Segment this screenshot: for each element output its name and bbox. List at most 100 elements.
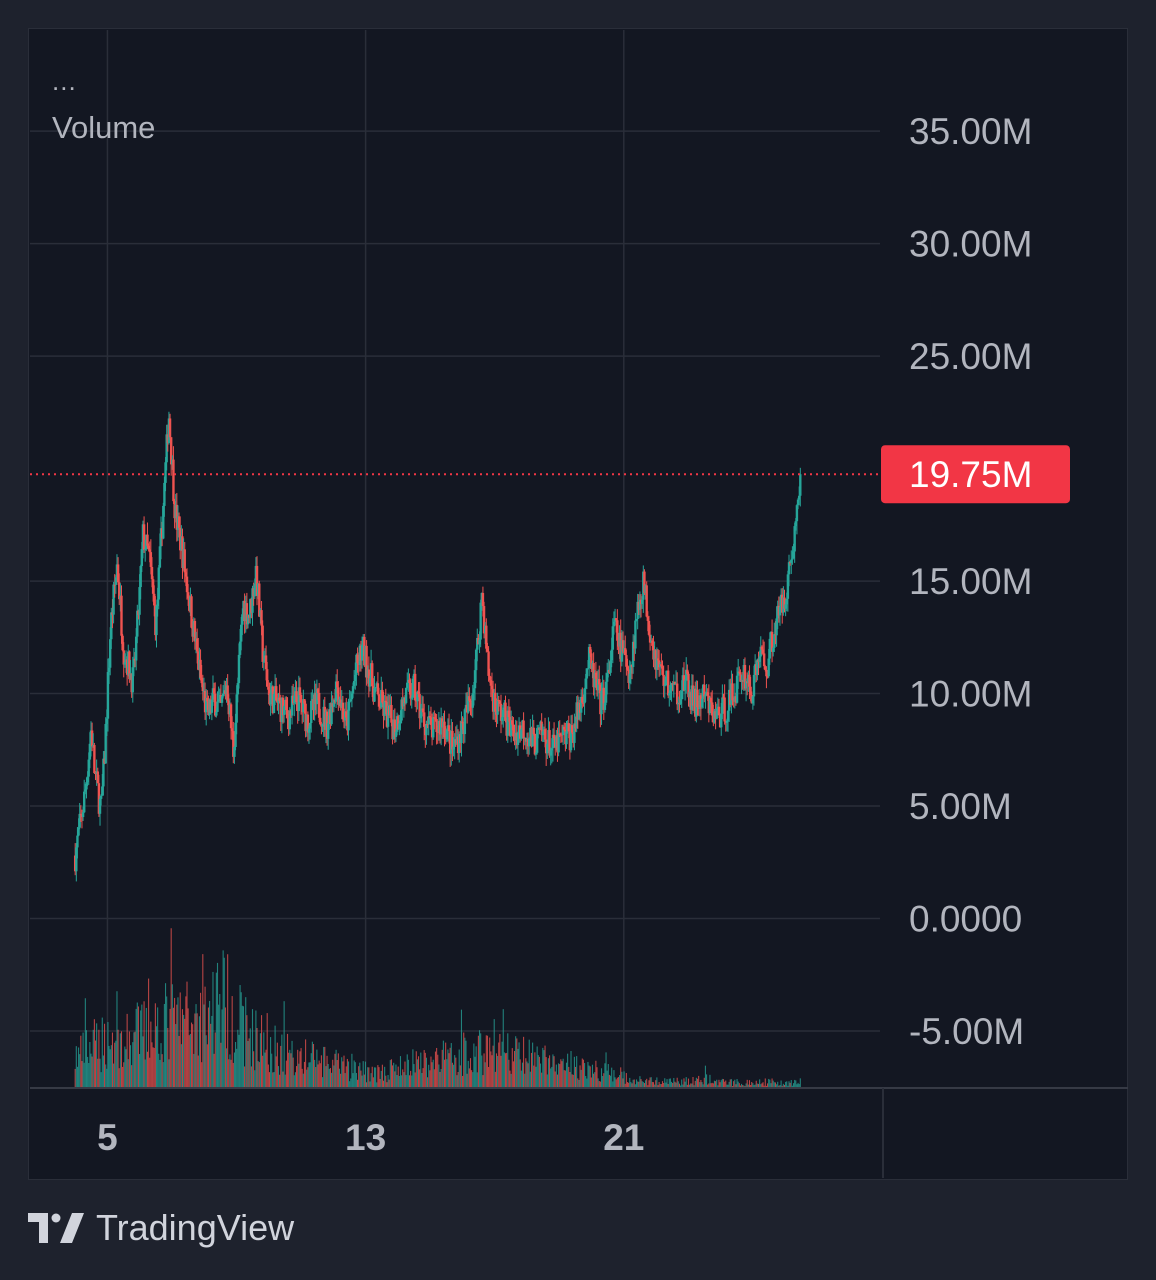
y-tick-label: 10.00M — [909, 674, 1032, 715]
candle-body — [715, 708, 718, 719]
tradingview-brand[interactable]: TradingView — [28, 1206, 294, 1250]
candle-body — [573, 723, 576, 743]
candle-body — [552, 734, 556, 739]
candle-body — [797, 495, 801, 500]
candle-body — [433, 717, 436, 719]
candle-body — [151, 579, 155, 594]
candle-body — [783, 597, 786, 609]
candle-body — [356, 654, 359, 664]
candle-body — [153, 593, 156, 606]
candle-body — [478, 639, 481, 645]
candle-body — [411, 678, 415, 698]
candle-body — [255, 565, 259, 596]
candle-body — [604, 681, 608, 703]
candle-body — [561, 726, 565, 736]
candle-body — [265, 669, 269, 687]
candle-body — [668, 693, 671, 696]
candle-body — [345, 711, 348, 718]
candle-body — [406, 682, 409, 688]
candle-body — [784, 604, 787, 609]
candle-body — [583, 688, 586, 704]
candle-body — [211, 688, 215, 700]
candle-body — [558, 733, 561, 735]
candle-body — [158, 546, 162, 568]
candle-body — [253, 583, 256, 597]
candle-body — [785, 598, 788, 605]
candle-body — [88, 743, 92, 760]
candle-body — [752, 674, 756, 697]
candle-body — [384, 700, 387, 702]
candle-body — [581, 696, 584, 703]
candle-body — [429, 717, 433, 725]
candle-body — [686, 669, 689, 674]
candle-body — [502, 709, 505, 718]
candle-body — [295, 691, 298, 703]
candle-body — [487, 651, 490, 676]
candle-body — [721, 697, 724, 714]
candle-body — [452, 746, 455, 750]
candle-body — [400, 699, 403, 721]
candle-body — [609, 660, 612, 673]
candle-body — [499, 703, 503, 721]
candle-body — [666, 670, 670, 696]
candle-body — [680, 690, 683, 700]
candle-body — [738, 671, 741, 673]
candle-body — [638, 599, 642, 610]
candle-body — [636, 601, 639, 619]
legend-more-icon[interactable]: ... — [52, 66, 77, 96]
candle-body — [172, 459, 175, 502]
candle-body — [634, 620, 637, 649]
candle-body — [220, 696, 224, 703]
candle-body — [148, 549, 151, 553]
candle-body — [432, 717, 435, 738]
candle-body — [264, 655, 268, 670]
candle-body — [140, 549, 144, 567]
candle-body — [132, 658, 136, 668]
candle-body — [662, 674, 665, 686]
volume-bars — [74, 928, 801, 1088]
candle-body — [217, 699, 220, 702]
candle-body — [75, 847, 78, 872]
candle-body — [603, 702, 607, 710]
candle-body — [685, 669, 688, 681]
candle-body — [107, 667, 111, 673]
candle-body — [241, 614, 244, 625]
candle-body — [708, 697, 712, 714]
candle-body — [585, 668, 589, 679]
candle-body — [87, 759, 90, 777]
candle-body — [383, 700, 386, 716]
candle-body — [472, 688, 476, 694]
candle-body — [720, 713, 723, 728]
candle-body — [497, 699, 500, 702]
candle-body — [428, 716, 432, 718]
candle-body — [308, 722, 312, 729]
candle-body — [421, 708, 425, 713]
candle-body — [655, 658, 659, 670]
candle-body — [635, 618, 638, 621]
candle-body — [86, 776, 89, 783]
candle-body — [116, 564, 120, 583]
candle-body — [731, 683, 734, 701]
chart-panel[interactable] — [28, 28, 1128, 1180]
candle-body — [307, 728, 311, 733]
candle-body — [541, 731, 544, 736]
candle-body — [647, 620, 651, 635]
candle-body — [507, 710, 511, 717]
candle-body — [463, 709, 467, 735]
candle-body — [142, 524, 146, 550]
candle-body — [164, 462, 167, 483]
candle-body — [150, 566, 154, 580]
candle-body — [600, 690, 603, 715]
candle-body — [282, 706, 286, 716]
candle-body — [657, 660, 661, 668]
candle-body — [105, 718, 109, 724]
candle-body — [302, 699, 305, 713]
candle-body — [767, 658, 770, 677]
candle-body — [434, 718, 437, 720]
y-tick-label: 5.00M — [909, 786, 1012, 827]
x-tick-label: 5 — [97, 1117, 118, 1158]
last-value-badge — [881, 445, 1070, 504]
candle-body — [725, 720, 729, 723]
candle-body — [118, 582, 121, 600]
